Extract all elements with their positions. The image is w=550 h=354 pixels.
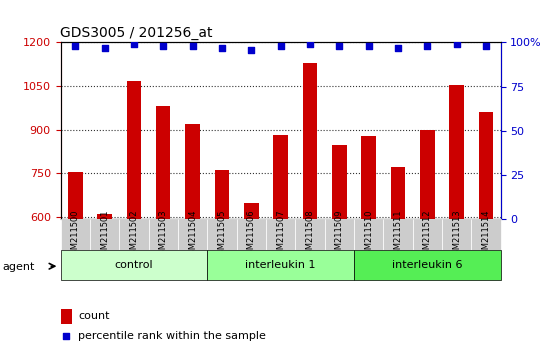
Text: GSM211512: GSM211512 [422,209,432,260]
Bar [324,219,354,250]
Text: GSM211511: GSM211511 [393,209,403,260]
Text: GSM211504: GSM211504 [188,209,197,260]
Point [159,43,168,49]
Point [129,41,138,47]
Point [217,45,226,51]
Bar [383,219,412,250]
Point [100,45,109,51]
Point [393,45,402,51]
Bar [126,81,141,219]
Bar [60,219,90,250]
Bar [442,219,471,250]
Bar [332,145,346,219]
Point [335,43,344,49]
Text: interleukin 1: interleukin 1 [245,259,316,270]
Bar [295,219,324,250]
Text: GSM211513: GSM211513 [452,209,461,260]
Bar [471,219,500,250]
Bar [97,214,112,219]
Point [481,43,490,49]
Text: control: control [114,259,153,270]
Bar [266,219,295,250]
Text: agent: agent [3,262,35,272]
Bar [148,219,178,250]
Text: GSM211507: GSM211507 [276,209,285,260]
Text: GSM211502: GSM211502 [129,209,139,260]
Text: GSM211500: GSM211500 [70,209,80,260]
Bar [420,130,435,219]
Text: interleukin 6: interleukin 6 [392,259,463,270]
Text: GSM211506: GSM211506 [246,209,256,260]
Point [188,43,197,49]
Text: GSM211501: GSM211501 [100,209,109,260]
Bar [354,250,500,280]
Bar [236,219,266,250]
Bar [207,250,354,280]
Bar [60,250,207,280]
Bar [354,219,383,250]
Text: GSM211505: GSM211505 [217,209,227,260]
Text: GSM211509: GSM211509 [334,209,344,260]
Bar [119,219,148,250]
Bar [185,124,200,219]
Point [305,41,314,47]
Point [423,43,432,49]
Bar [156,106,170,219]
Bar [449,85,464,219]
Text: percentile rank within the sample: percentile rank within the sample [78,331,266,341]
Point [276,43,285,49]
Bar [178,219,207,250]
Text: GSM211503: GSM211503 [158,209,168,260]
Bar [60,309,72,324]
Bar [207,219,236,250]
Bar [302,63,317,219]
Point [62,333,70,339]
Text: GSM211510: GSM211510 [364,209,373,260]
Text: GDS3005 / 201256_at: GDS3005 / 201256_at [60,26,213,40]
Point [452,41,461,47]
Bar [273,135,288,219]
Bar [68,172,82,219]
Bar [390,167,405,219]
Bar [478,112,493,219]
Point [71,43,80,49]
Point [364,43,373,49]
Bar [412,219,442,250]
Text: GSM211508: GSM211508 [305,209,315,260]
Bar [90,219,119,250]
Bar [361,136,376,219]
Bar [214,170,229,219]
Point [247,47,256,52]
Bar [244,202,258,219]
Text: GSM211514: GSM211514 [481,209,491,260]
Text: count: count [78,311,109,321]
